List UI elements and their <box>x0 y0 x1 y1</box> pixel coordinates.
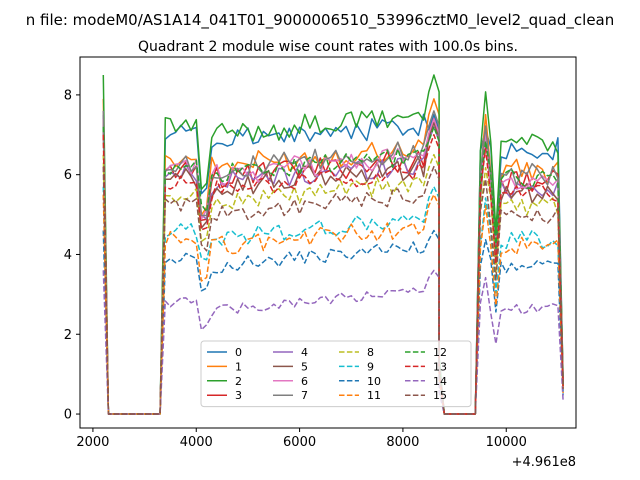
legend-label-14: 14 <box>433 375 447 388</box>
plot-area: 2000 4000 6000 8000 10000 0 2 4 6 8 +4.961e8 <box>64 56 577 470</box>
x-tick-label: 10000 <box>486 435 527 450</box>
series-line-12 <box>102 126 564 415</box>
legend-label-1: 1 <box>235 360 242 373</box>
y-tick-label: 8 <box>64 88 72 103</box>
x-tick-label: 8000 <box>386 435 419 450</box>
legend-label-8: 8 <box>367 346 374 359</box>
legend-label-4: 4 <box>301 346 308 359</box>
legend-label-3: 3 <box>235 389 242 402</box>
legend-label-0: 0 <box>235 346 242 359</box>
legend-label-7: 7 <box>301 389 308 402</box>
series-line-2 <box>102 74 564 415</box>
axes-frame <box>79 56 577 429</box>
series-line-13 <box>102 134 564 415</box>
legend-label-11: 11 <box>367 389 381 402</box>
y-tick-label: 2 <box>64 328 72 343</box>
legend-label-2: 2 <box>235 375 242 388</box>
series-line-11 <box>102 193 564 415</box>
series-line-14 <box>102 269 564 415</box>
legend-label-6: 6 <box>301 375 308 388</box>
x-tick-label: 2000 <box>76 435 109 450</box>
x-tick-label: 4000 <box>180 435 213 450</box>
figure-suptitle: n file: modeM0/AS1A14_041T01_9000006510_… <box>26 11 615 30</box>
y-tick-label: 4 <box>64 248 72 263</box>
chart-title: Quadrant 2 module wise count rates with … <box>138 39 518 55</box>
legend-frame <box>200 340 472 408</box>
legend-label-15: 15 <box>433 389 447 402</box>
legend-label-13: 13 <box>433 360 447 373</box>
series-line-8 <box>102 153 564 415</box>
legend-label-5: 5 <box>301 360 308 373</box>
x-tick-label: 6000 <box>283 435 316 450</box>
series-line-10 <box>102 229 564 415</box>
series-line-7 <box>102 110 564 415</box>
y-tick-label: 6 <box>64 168 72 183</box>
legend-label-10: 10 <box>367 375 381 388</box>
x-offset-label: +4.961e8 <box>512 455 576 470</box>
legend-label-9: 9 <box>367 360 374 373</box>
y-tick-label: 0 <box>64 408 72 423</box>
series-line-15 <box>102 165 564 415</box>
legend-label-12: 12 <box>433 346 447 359</box>
